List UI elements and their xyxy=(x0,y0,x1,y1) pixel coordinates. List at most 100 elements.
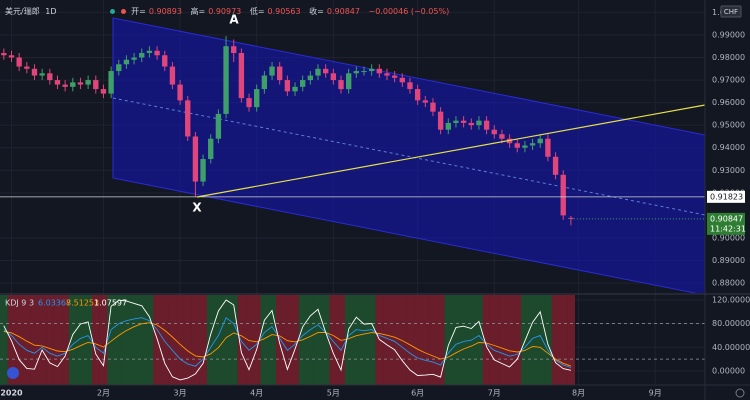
kdj-zone xyxy=(260,295,269,385)
kdj-zone xyxy=(268,295,277,385)
trend-line xyxy=(196,104,706,198)
y-tick-label: 120.00000 xyxy=(712,295,750,304)
candle-body xyxy=(16,57,22,67)
kdj-zone xyxy=(53,295,62,385)
kdj-line xyxy=(3,322,572,367)
kdj-zone xyxy=(421,295,430,385)
candle-body xyxy=(468,122,474,126)
kdj-line xyxy=(3,316,572,368)
kdj-zone xyxy=(314,295,323,385)
last-price-tag xyxy=(707,212,745,235)
candle-body xyxy=(208,138,214,160)
ohlc-label: 收= xyxy=(309,7,324,16)
interval: 1D xyxy=(45,7,57,16)
header: 美元/瑞郎 1D 开= 0.90893 高= 0.90973 低= 0.90563 收… xyxy=(5,6,452,17)
candle-body xyxy=(223,46,229,114)
kdj-zone xyxy=(206,295,215,385)
candle-body xyxy=(307,75,314,81)
point-label: A xyxy=(229,13,239,27)
indicator-value: 1.07597 xyxy=(94,299,127,308)
y-tick-label: 1.0 xyxy=(712,8,725,17)
kdj-zone xyxy=(160,295,169,385)
candle-body xyxy=(185,100,191,137)
kdj-zone xyxy=(459,295,468,385)
ohlc-item: 开= 0.90893 xyxy=(131,7,185,16)
candle-body xyxy=(246,98,252,108)
candle-body xyxy=(453,120,459,123)
x-tick-label: 2020 xyxy=(0,389,23,398)
y-tick-label: 80.00000 xyxy=(712,319,750,328)
candle-body xyxy=(338,80,344,90)
kdj-zone xyxy=(498,295,507,385)
y-tick-label: 0.93000 xyxy=(712,166,745,175)
kdj-zone xyxy=(99,295,108,385)
kdj-zone xyxy=(482,295,491,385)
kdj-zone xyxy=(559,295,568,385)
candle-body xyxy=(108,71,114,94)
candle-body xyxy=(514,143,520,148)
y-tick-label: 0.99000 xyxy=(712,30,745,39)
candle-body xyxy=(39,73,45,76)
logo-icon xyxy=(7,367,19,379)
kdj-zone xyxy=(436,295,445,385)
indicator-title: KDJ 9 3 xyxy=(5,299,34,308)
ohlc-label: 低= xyxy=(249,7,265,16)
kdj-zone xyxy=(383,295,392,385)
ohlc-value: 0.90893 xyxy=(148,7,182,16)
candle-body xyxy=(215,113,222,139)
candle-body xyxy=(430,102,436,112)
kdj-zone xyxy=(84,295,93,385)
candle-body xyxy=(116,64,122,72)
kdj-line xyxy=(3,299,571,381)
candle-body xyxy=(560,174,566,216)
candle-body xyxy=(254,89,260,108)
countdown: 11:42:31 xyxy=(710,224,746,233)
y-tick-label: 0.94000 xyxy=(712,143,745,152)
candle-body xyxy=(376,68,383,74)
point-label: X xyxy=(192,201,202,215)
candle-body xyxy=(437,111,444,130)
candle-body xyxy=(499,134,505,139)
kdj-zone xyxy=(291,295,300,385)
candle-body xyxy=(238,53,245,99)
candle-body xyxy=(200,159,206,182)
kdj-zone xyxy=(544,295,553,385)
kdj-zone xyxy=(283,295,292,385)
candle-body xyxy=(139,53,145,58)
kdj-zone xyxy=(107,295,116,385)
kdj-zone xyxy=(360,295,369,385)
candle-body xyxy=(315,68,321,76)
kdj-zone xyxy=(413,295,422,385)
candle-body xyxy=(162,55,168,67)
x-tick-label: 9月 xyxy=(649,389,662,398)
kdj-zone xyxy=(505,295,514,385)
y-tick-label: 0.98000 xyxy=(712,53,745,62)
price-tag-label: 0.91823 xyxy=(710,192,743,201)
candle-body xyxy=(330,73,337,81)
candle-body xyxy=(284,80,291,92)
y-tick-label: 0.97000 xyxy=(712,76,745,85)
kdj-zone xyxy=(114,295,123,385)
kdj-zone xyxy=(306,295,315,385)
kdj-zone xyxy=(145,295,154,385)
currency: CHF xyxy=(724,8,738,16)
kdj-zone xyxy=(429,295,438,385)
kdj-zone xyxy=(352,295,361,385)
kdj-zone xyxy=(15,295,24,385)
settings-icon[interactable] xyxy=(735,388,745,398)
kdj-zone xyxy=(137,295,146,385)
candle-body xyxy=(522,145,528,148)
candle-body xyxy=(100,89,107,94)
candle-body xyxy=(368,68,375,72)
kdj-zone xyxy=(528,295,537,385)
axis-layer: 2020 2月 3月 4月 5月 6月 7月 8月 9月 1.0 0.99000 0.98000 0.9… xyxy=(0,8,750,398)
candle-body xyxy=(460,120,467,123)
x-tick-label: 3月 xyxy=(174,389,187,398)
y-tick-label: 0.89000 xyxy=(712,256,745,265)
marks-layer xyxy=(0,36,705,381)
y-tick-label: 0.88000 xyxy=(712,279,745,288)
candle-body xyxy=(399,77,405,83)
candle-body xyxy=(70,82,76,87)
